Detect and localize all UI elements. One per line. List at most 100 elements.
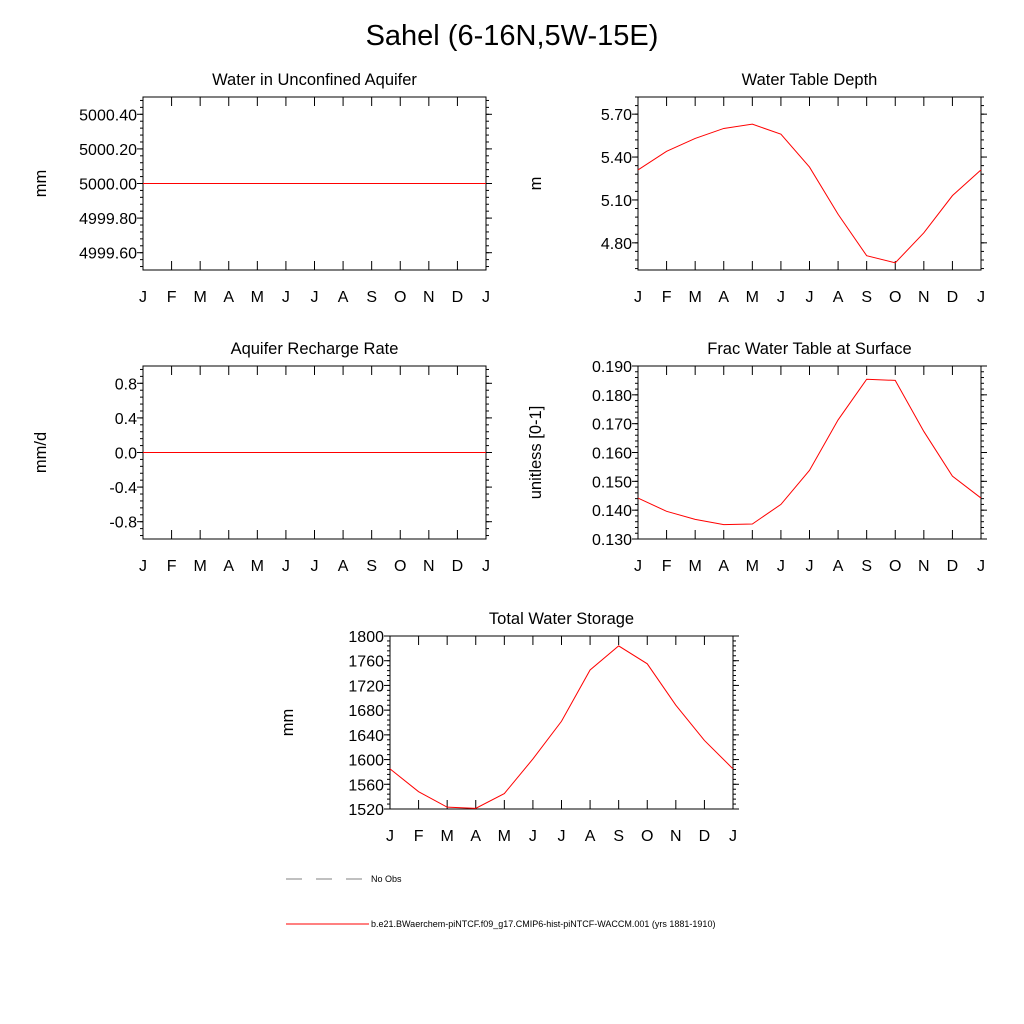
x-tick-label: A — [833, 289, 844, 306]
x-tick-label: J — [311, 558, 319, 575]
figure-title: Sahel (6-16N,5W-15E) — [365, 20, 659, 52]
panel-title: Total Water Storage — [489, 610, 634, 628]
x-tick-label: M — [689, 558, 702, 575]
x-tick-label: O — [641, 828, 653, 845]
x-tick-label: N — [670, 828, 682, 845]
x-tick-label: O — [889, 289, 901, 306]
x-tick-label: J — [777, 558, 785, 575]
x-tick-label: J — [386, 828, 394, 845]
x-tick-label: J — [634, 289, 642, 306]
y-tick-label: 0.130 — [592, 532, 632, 549]
y-tick-label: 5.10 — [601, 193, 632, 210]
x-tick-label: J — [977, 558, 985, 575]
x-tick-label: M — [251, 289, 264, 306]
y-tick-label: 1680 — [348, 703, 384, 720]
x-tick-label: M — [689, 289, 702, 306]
y-axis-label: mm — [279, 709, 297, 737]
y-axis-label: m — [527, 177, 545, 191]
x-tick-label: M — [498, 828, 511, 845]
x-tick-label: O — [889, 558, 901, 575]
x-tick-label: J — [806, 289, 814, 306]
x-tick-label: N — [423, 289, 435, 306]
x-tick-label: F — [662, 289, 672, 306]
x-tick-label: N — [918, 289, 930, 306]
y-tick-label: 5000.40 — [79, 107, 137, 124]
y-tick-label: 0.190 — [592, 359, 632, 376]
x-tick-label: J — [482, 289, 490, 306]
x-tick-label: A — [338, 558, 349, 575]
x-tick-label: D — [699, 828, 711, 845]
panel-title: Water in Unconfined Aquifer — [212, 71, 417, 89]
y-tick-label: 1560 — [348, 777, 384, 794]
x-tick-label: J — [282, 289, 290, 306]
y-tick-label: 0.8 — [115, 376, 137, 393]
y-tick-label: -0.4 — [109, 480, 137, 497]
series-line-water-table-depth — [637, 123, 982, 264]
x-tick-label: D — [452, 289, 464, 306]
x-tick-label: F — [167, 558, 177, 575]
x-tick-label: J — [529, 828, 537, 845]
x-tick-label: J — [777, 289, 785, 306]
y-axis-label: mm — [32, 170, 50, 198]
y-tick-label: 5000.20 — [79, 142, 137, 159]
x-tick-label: S — [861, 558, 872, 575]
y-tick-label: 4999.80 — [79, 211, 137, 228]
x-tick-label: M — [194, 289, 207, 306]
x-tick-label: A — [718, 558, 729, 575]
x-tick-label: M — [746, 289, 759, 306]
plot-frame — [389, 635, 734, 810]
y-tick-label: 0.160 — [592, 446, 632, 463]
y-tick-label: 1520 — [348, 802, 384, 819]
x-tick-label: A — [585, 828, 596, 845]
x-tick-label: J — [977, 289, 985, 306]
x-tick-label: N — [918, 558, 930, 575]
x-tick-label: F — [662, 558, 672, 575]
y-tick-label: 1760 — [348, 654, 384, 671]
x-tick-label: N — [423, 558, 435, 575]
x-tick-label: J — [311, 289, 319, 306]
x-tick-label: A — [223, 289, 234, 306]
x-tick-label: A — [833, 558, 844, 575]
y-tick-label: 0.0 — [115, 446, 137, 463]
x-tick-label: A — [718, 289, 729, 306]
x-tick-label: A — [338, 289, 349, 306]
legend-obs-label: No Obs — [371, 874, 402, 884]
x-tick-label: J — [282, 558, 290, 575]
y-tick-label: 0.180 — [592, 388, 632, 405]
x-tick-label: S — [366, 289, 377, 306]
y-tick-label: -0.8 — [109, 515, 137, 532]
x-tick-label: O — [394, 558, 406, 575]
panel-title: Frac Water Table at Surface — [707, 340, 912, 358]
y-tick-label: 5.70 — [601, 107, 632, 124]
plot-frame — [637, 96, 982, 271]
y-tick-label: 0.170 — [592, 417, 632, 434]
x-tick-label: J — [139, 289, 147, 306]
y-tick-label: 0.150 — [592, 474, 632, 491]
x-tick-label: F — [414, 828, 424, 845]
y-tick-label: 0.4 — [115, 411, 137, 428]
x-tick-label: J — [634, 558, 642, 575]
y-axis-label: mm/d — [32, 432, 50, 473]
y-tick-label: 0.140 — [592, 503, 632, 520]
panel-frac-water-table-at-surface: Frac Water Table at Surface unitless [0-1… — [527, 340, 987, 575]
legend-model-label: b.e21.BWaerchem-piNTCF.f09_g17.CMIP6-his… — [371, 919, 715, 929]
x-tick-label: J — [806, 558, 814, 575]
x-tick-label: S — [861, 289, 872, 306]
y-axis-label: unitless [0-1] — [527, 406, 545, 500]
panel-title: Water Table Depth — [742, 71, 878, 89]
x-tick-label: A — [223, 558, 234, 575]
x-tick-label: S — [366, 558, 377, 575]
series-line-total-water-storage — [389, 645, 734, 809]
x-tick-label: A — [470, 828, 481, 845]
x-tick-label: S — [613, 828, 624, 845]
x-tick-label: M — [251, 558, 264, 575]
panel-title: Aquifer Recharge Rate — [231, 340, 399, 358]
x-tick-label: M — [441, 828, 454, 845]
x-tick-label: M — [194, 558, 207, 575]
x-tick-label: D — [452, 558, 464, 575]
x-tick-label: O — [394, 289, 406, 306]
